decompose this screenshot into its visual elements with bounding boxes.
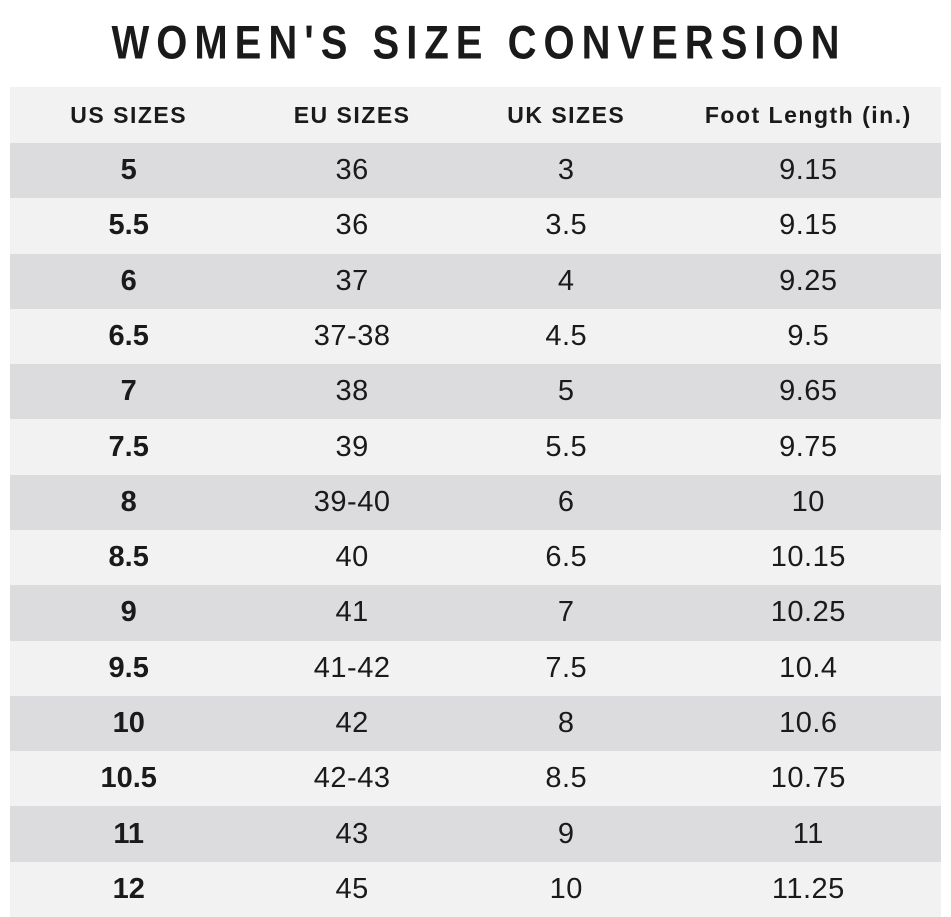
table-cell: 9.75 — [779, 430, 838, 463]
table-row: 11 43 9 11 — [10, 806, 941, 862]
table-row: 7.5 39 5.5 9.75 — [10, 419, 941, 475]
table-row: 8.5 40 6.5 10.15 — [10, 529, 941, 586]
table-cell: 43 — [335, 817, 369, 850]
table-cell: 6 — [557, 485, 575, 518]
table-cell: 6.5 — [545, 541, 588, 574]
table-cell: 9.5 — [108, 651, 149, 684]
table-cell: 3.5 — [545, 209, 588, 242]
table-cell: 10.15 — [770, 541, 846, 574]
table-cell: 10.6 — [779, 706, 838, 739]
table-cell: 5 — [557, 375, 575, 408]
table-row: 10 42 8 10.6 — [10, 695, 941, 752]
column-header-foot-length: Foot Length (in.) — [704, 101, 912, 128]
table-cell: 45 — [335, 872, 369, 905]
table-cell: 11.25 — [771, 872, 845, 905]
table-cell: 10 — [549, 872, 583, 905]
table-cell: 3 — [557, 154, 575, 187]
table-cell: 9.15 — [779, 209, 838, 242]
table-cell: 7.5 — [108, 430, 149, 463]
table-cell: 9 — [120, 596, 137, 629]
table-cell: 10.25 — [770, 596, 846, 629]
table-row: 6.5 37-38 4.5 9.5 — [10, 308, 941, 365]
table-cell: 9.65 — [779, 375, 838, 408]
table-cell: 6 — [120, 264, 137, 297]
table-cell: 9 — [557, 817, 575, 850]
table-row: 7 38 5 9.65 — [10, 364, 941, 420]
table-cell: 8.5 — [108, 541, 149, 574]
table-cell: 42-43 — [313, 762, 391, 795]
table-cell: 10 — [791, 485, 825, 518]
table-row: 9.5 41-42 7.5 10.4 — [10, 640, 941, 696]
table-cell: 4.5 — [545, 319, 588, 352]
table-row: 9 41 7 10.25 — [10, 585, 941, 641]
table-row: 5 36 3 9.15 — [10, 143, 941, 199]
table-row: 12 45 10 11.25 — [10, 861, 941, 917]
table-cell: 38 — [335, 375, 369, 408]
table-cell: 7.5 — [545, 651, 588, 684]
table-header-row: US SIZES EU SIZES UK SIZES Foot Length (… — [10, 87, 941, 143]
table-cell: 10 — [112, 706, 145, 739]
table-row: 8 39-40 6 10 — [10, 474, 941, 530]
table-cell: 36 — [335, 154, 369, 187]
table-cell: 40 — [335, 541, 369, 574]
table-cell: 37 — [335, 264, 369, 297]
table-cell: 11 — [113, 817, 145, 850]
column-header-eu-sizes: EU SIZES — [293, 101, 411, 128]
column-header-uk-sizes: UK SIZES — [507, 101, 626, 128]
table-cell: 9.5 — [787, 319, 830, 352]
table-cell: 5.5 — [108, 209, 149, 242]
table-cell: 9.15 — [779, 154, 838, 187]
table-cell: 11 — [792, 817, 824, 850]
table-cell: 41-42 — [313, 651, 391, 684]
table-cell: 8 — [557, 706, 575, 739]
table-body: 5 36 3 9.15 5.5 36 3.5 9.15 6 37 4 9.25 6.5 37-38 4.5 9… — [10, 143, 941, 917]
table-cell: 41 — [335, 596, 369, 629]
table-cell: 39-40 — [313, 485, 391, 518]
table-cell: 42 — [335, 706, 369, 739]
table-row: 5.5 36 3.5 9.15 — [10, 198, 941, 254]
table-cell: 8.5 — [545, 762, 588, 795]
table-cell: 8 — [120, 485, 137, 518]
table-cell: 7 — [120, 375, 137, 408]
table-cell: 10.75 — [770, 762, 846, 795]
table-cell: 7 — [557, 596, 575, 629]
table-cell: 9.25 — [779, 264, 838, 297]
table-cell: 36 — [335, 209, 369, 242]
table-cell: 37-38 — [313, 319, 391, 352]
page-title: WOMEN'S SIZE CONVERSION — [111, 16, 847, 69]
table-cell: 10.5 — [100, 762, 157, 795]
table-cell: 39 — [335, 430, 369, 463]
table-row: 6 37 4 9.25 — [10, 253, 941, 309]
table-cell: 5.5 — [545, 430, 588, 463]
table-cell: 5 — [120, 154, 137, 187]
table-row: 10.5 42-43 8.5 10.75 — [10, 751, 941, 807]
column-header-us-sizes: US SIZES — [70, 101, 188, 128]
table-cell: 6.5 — [108, 319, 149, 352]
table-cell: 12 — [112, 872, 145, 905]
size-conversion-table: US SIZES EU SIZES UK SIZES Foot Length (… — [10, 87, 941, 917]
table-cell: 4 — [557, 264, 575, 297]
title-area: WOMEN'S SIZE CONVERSION — [0, 0, 951, 87]
table-cell: 10.4 — [779, 651, 838, 684]
